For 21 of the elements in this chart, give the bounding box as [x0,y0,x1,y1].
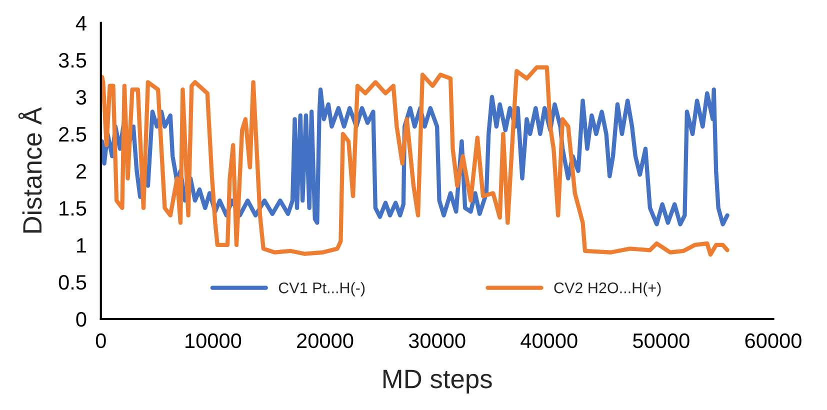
y-axis-title: Distance Å [18,107,42,233]
y-tick-label: 3.5 [58,52,86,68]
y-tick-label: 4 [76,16,86,31]
x-tick-label: 60000 [745,333,802,348]
x-tick-label: 50000 [633,333,690,348]
x-tick-label: 30000 [408,333,466,348]
x-tick-label: 0 [96,333,106,348]
x-tick-label: 10000 [186,333,242,348]
y-tick-label: 3 [76,90,86,105]
legend-label: CV1 Pt...H(-) [278,282,365,296]
x-tick-label: 20000 [297,333,354,348]
y-tick-label: 0.5 [58,274,86,290]
y-tick-label: 2.5 [59,126,86,142]
x-tick-label: 40000 [520,333,578,348]
y-tick-label: 0 [76,312,86,327]
y-tick-label: 1 [77,238,86,253]
legend-label: CV2 H2O...H(+) [554,282,661,296]
y-tick-label: 2 [76,164,86,179]
y-tick-label: 1.5 [60,201,86,216]
x-axis-title: MD steps [384,370,492,394]
line-series [100,65,730,257]
